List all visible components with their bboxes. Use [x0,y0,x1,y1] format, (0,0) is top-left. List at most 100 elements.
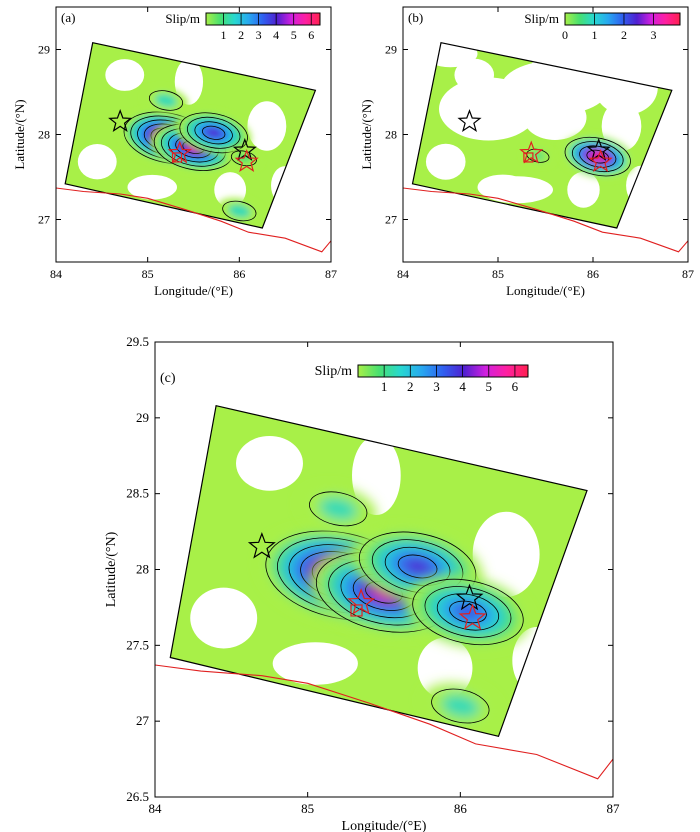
y-tick-label: 28 [38,128,50,142]
x-tick-label: 86 [454,801,468,816]
border-line [56,187,331,253]
y-tick-label: 29 [136,410,149,425]
y-tick-label: 28 [385,128,397,142]
colorbar-tick-label: 5 [291,28,297,42]
panel-label: (a) [61,10,75,25]
slip-contour [449,600,487,624]
slip-patch [143,87,189,114]
no-data-region [236,435,303,491]
x-tick-label: 87 [607,801,621,816]
colorbar-gradient [205,12,321,26]
epicenter-star-red [347,588,376,615]
epicenter-star-red [234,148,259,172]
epicenter-star-red [167,140,192,164]
colorbar-tick-label: 1 [381,379,388,394]
epicenter-star-red [519,140,544,164]
slip-contour [222,200,257,222]
no-data-region [425,143,466,180]
x-axis-label: Longitude/(°E) [342,819,427,832]
slip-contour [424,586,512,638]
slip-patch [217,197,262,225]
no-data-region [174,58,204,105]
no-data-region [272,642,358,685]
x-tick-label: 86 [587,267,599,281]
x-tick-label: 84 [50,267,62,281]
colorbar-tick-label: 1 [221,28,227,42]
colorbar-label: Slip/m [524,11,559,26]
colorbar-gradient [564,12,681,26]
colorbar-tick-label: 2 [238,28,244,42]
y-tick-label: 27.5 [126,637,149,652]
slip-contour [194,121,233,145]
panel-label: (c) [160,371,176,386]
slip-contour [412,578,524,646]
slip-contour [397,554,438,579]
centroid-square [350,604,363,617]
epicenter-star-black [455,583,484,611]
no-data-region [190,587,258,649]
no-data-region [567,171,600,208]
slip-contour [431,688,490,724]
panel-a: 84 85 86 87 27 28 29 Longitude/(°E) Latitude/(°N… [12,6,337,298]
colorbar-tick-label: 3 [256,28,262,42]
colorbar-tick-label: 6 [512,379,519,394]
slip-contour [179,112,248,154]
colorbar-tick-label: 5 [486,379,493,394]
slip-contour [201,125,226,140]
y-tick-label: 29 [385,43,397,57]
colorbar-tick-label: 2 [407,379,414,394]
x-tick-label: 84 [149,801,163,816]
no-data-region [523,95,587,140]
y-tick-label: 27 [38,213,50,227]
slip-patch [299,486,377,532]
y-tick-label: 29.5 [126,334,149,349]
epicenter-star-black [247,532,276,559]
colorbar-label: Slip/m [315,364,352,379]
slip-contour [186,116,241,149]
epicenter-star-black [457,109,482,133]
centroid-square [171,152,183,163]
colorbar: Slip/m 1 2 3 4 5 6 [315,364,529,394]
y-tick-label: 27 [136,713,150,728]
epicenter-star-black [108,109,133,133]
epicenter-star-red [588,148,613,172]
panel-label: (b) [408,10,423,25]
x-tick-label: 85 [492,267,504,281]
colorbar-tick-label: 4 [459,379,466,394]
x-tick-label: 86 [233,267,245,281]
y-tick-label: 28.5 [126,486,149,501]
epicenter-star-red [458,603,487,630]
colorbar-tick-label: 3 [433,379,440,394]
no-data-region [481,176,553,204]
colorbar-tick-label: 1 [591,28,597,42]
y-axis-label: Latitude/(°N) [12,99,27,169]
x-tick-label: 85 [301,801,314,816]
slip-contour [230,150,257,167]
y-tick-label: 29 [38,43,50,57]
slip-patch [406,575,530,649]
panel-b: 84 85 86 87 27 28 29 Longitude/(°E) Latitude/(°N… [359,6,694,298]
colorbar: Slip/m1 2 3 4 5 6 [165,11,321,42]
no-data-region [352,435,401,516]
no-data-region [247,101,287,151]
x-tick-label: 84 [397,267,409,281]
no-data-region [105,59,145,91]
y-tick-label: 27 [385,213,397,227]
slip-contour [384,546,451,586]
colorbar-tick-label: 4 [273,28,279,42]
colorbar-tick-label: 3 [650,28,656,42]
border-line [155,664,613,780]
no-data-region [472,511,540,597]
centroid-square [523,152,534,163]
x-tick-label: 85 [142,267,154,281]
colorbar-tick-label: 0 [562,28,568,42]
y-axis-label: Latitude/(°N) [104,531,119,607]
x-axis-label: Longitude/(°E) [154,283,233,298]
y-axis-label: Latitude/(°N) [359,99,374,169]
no-data-region [77,144,117,180]
slip-patch [523,146,553,165]
border-line [403,187,688,253]
colorbar-gradient [357,364,529,378]
no-data-region [501,60,609,115]
